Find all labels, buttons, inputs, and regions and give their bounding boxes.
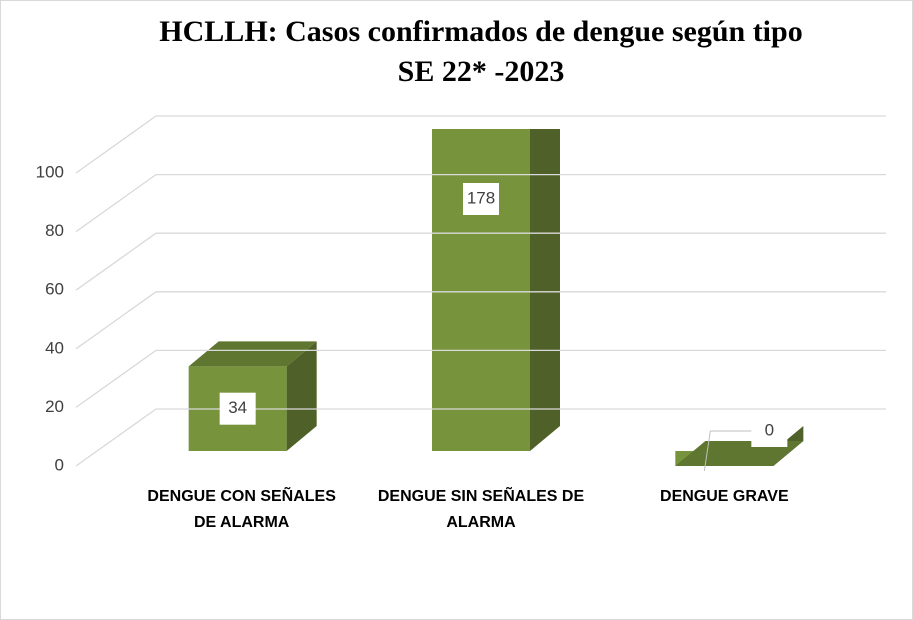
y-tick-label: 100	[36, 162, 64, 181]
grid-line	[75, 349, 886, 408]
y-tick-label: 20	[45, 397, 64, 416]
x-tick-label: DENGUE CON SEÑALES DE ALARMA	[147, 488, 336, 531]
y-tick-label: 40	[45, 338, 64, 357]
bar-front	[432, 129, 530, 452]
bars	[188, 129, 804, 466]
value-label-box	[219, 392, 256, 425]
x-tick-label: DENGUE SIN SEÑALES DE ALARMA	[377, 488, 585, 531]
grid-line	[75, 408, 886, 467]
bar-side	[286, 341, 317, 451]
bar-top	[188, 341, 317, 367]
chart-subtitle: SE 22* -2023	[398, 55, 565, 88]
value-label: 34	[228, 398, 247, 417]
value-label-box	[751, 415, 788, 447]
y-tick-label: 60	[45, 280, 64, 299]
bar-top	[675, 441, 804, 466]
value-label: 0	[765, 420, 774, 439]
value-label-box	[463, 183, 499, 215]
y-tick-label: 0	[55, 455, 64, 474]
value-label: 178	[467, 188, 495, 207]
x-tick-label: DENGUE GRAVE	[660, 488, 789, 505]
grid-line	[75, 173, 886, 233]
bar-side	[530, 129, 560, 451]
grid-line	[75, 115, 886, 174]
bar	[675, 426, 804, 466]
y-tick-label: 80	[45, 221, 64, 240]
grid-line	[75, 232, 886, 291]
label-leader	[703, 430, 755, 472]
bar	[432, 129, 560, 452]
chart-title: HCLLH: Casos confirmados de dengue según…	[159, 15, 802, 48]
grid-line	[75, 291, 886, 350]
